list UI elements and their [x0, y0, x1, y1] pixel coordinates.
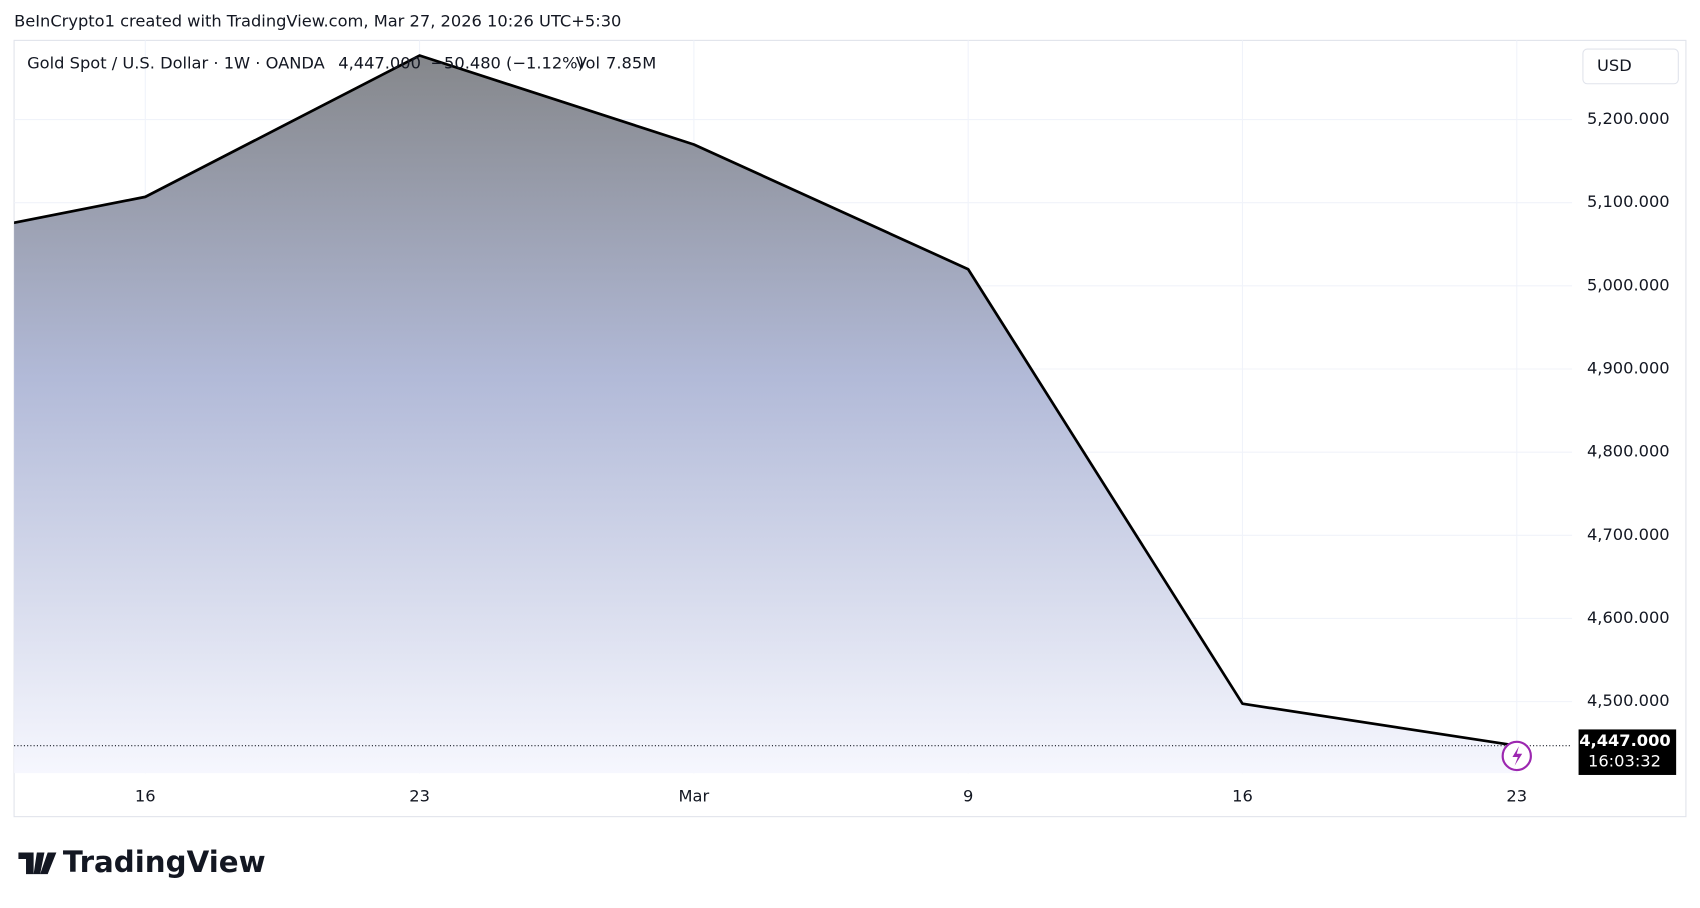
currency-button[interactable] — [1582, 48, 1679, 85]
footer-brand: TradingView — [63, 845, 266, 879]
event-bolt — [1512, 746, 1523, 766]
y-tick-label: 4,900.000 — [1587, 359, 1670, 378]
y-tick-label: 4,500.000 — [1587, 691, 1670, 710]
plot — [14, 54, 1517, 774]
volume: 7.85M — [606, 54, 656, 73]
x-tick-label: Mar — [679, 787, 710, 806]
last-price-label: 4,447.000 — [1579, 731, 1671, 750]
y-tick-label: 4,600.000 — [1587, 608, 1670, 627]
x-tick-label: 23 — [409, 787, 430, 806]
symbol: Gold Spot / U.S. Dollar · 1W · OANDA — [27, 54, 325, 73]
change: −50.480 (−1.12%) — [430, 54, 584, 73]
logo — [18, 852, 57, 875]
y-tick-label: 5,100.000 — [1587, 192, 1670, 211]
last-price-box — [1578, 729, 1677, 775]
y-tick-label: 5,000.000 — [1587, 275, 1670, 294]
y-tick-label: 4,700.000 — [1587, 525, 1670, 544]
volume-label: Vol — [576, 54, 600, 73]
y-tick-label: 4,800.000 — [1587, 442, 1670, 461]
x-tick-label: 23 — [1506, 787, 1527, 806]
overlay: 4,500.000 4,600.000 4,700.000 4,800.000 4,90… — [14, 109, 1677, 806]
header: BeInCrypto1 created with TradingView.com… — [14, 11, 621, 30]
x-tick-label: 9 — [963, 787, 973, 806]
area-fill — [14, 55, 1517, 774]
x-tick-label: 16 — [1232, 787, 1253, 806]
y-tick-label: 5,200.000 — [1587, 109, 1670, 128]
price-line — [14, 54, 1517, 748]
last-price: 4,447.000 — [338, 54, 421, 73]
x-tick-label: 16 — [135, 787, 156, 806]
countdown: 16:03:32 — [1588, 751, 1661, 770]
currency[interactable]: USD — [1597, 56, 1632, 75]
